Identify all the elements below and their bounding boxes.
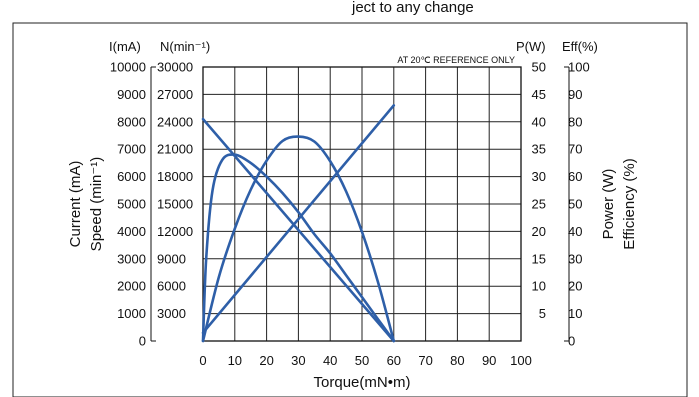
power-curve: [201, 135, 396, 343]
efficiency-tick-label: 30: [568, 251, 582, 266]
efficiency-axis-title: Efficiency (%): [621, 158, 638, 249]
current-tick-label: 9000: [117, 87, 146, 102]
current-axis-header: I(mA): [109, 39, 141, 54]
torque-tick-label: 20: [259, 353, 273, 368]
power-tick-label: 40: [532, 114, 546, 129]
current-tick-label: 4000: [117, 224, 146, 239]
torque-tick-label: 60: [387, 353, 401, 368]
current-curve: [201, 104, 396, 335]
speed-tick-label: 15000: [157, 197, 193, 212]
axis-labels: I(mA) N(min⁻¹) P(W) Eff(%) AT 20℃ REFERENCE …: [67, 39, 638, 391]
power-tick-label: 30: [532, 169, 546, 184]
power-tick-label: 35: [532, 142, 546, 157]
efficiency-tick-label: 50: [568, 197, 582, 212]
power-tick-label: 50: [532, 60, 546, 75]
speed-tick-label: 9000: [157, 251, 186, 266]
current-tick-label: 2000: [117, 279, 146, 294]
torque-tick-label: 100: [510, 353, 532, 368]
torque-tick-label: 30: [291, 353, 305, 368]
efficiency-tick-label: 60: [568, 169, 582, 184]
chart-frame: [12, 22, 688, 397]
power-tick-label: 25: [532, 197, 546, 212]
efficiency-tick-label: 90: [568, 87, 582, 102]
torque-tick-label: 50: [355, 353, 369, 368]
speed-tick-label: 27000: [157, 87, 193, 102]
power-tick-label: 20: [532, 224, 546, 239]
efficiency-tick-label: 0: [568, 334, 575, 349]
speed-axis-header: N(min⁻¹): [160, 39, 210, 54]
efficiency-axis-header: Eff(%): [562, 39, 598, 54]
speed-tick-label: 18000: [157, 169, 193, 184]
cropped-header-text: ject to any change: [351, 0, 474, 16]
efficiency-tick-label: 70: [568, 142, 582, 157]
series-group: [201, 104, 396, 343]
speed-tick-label: 24000: [157, 114, 193, 129]
speed-tick-label: 6000: [157, 279, 186, 294]
speed-curve: [201, 117, 396, 343]
power-tick-label: 45: [532, 87, 546, 102]
plot-area-border: [202, 66, 522, 342]
reference-note: AT 20℃ REFERENCE ONLY: [397, 55, 515, 65]
speed-tick-label: 3000: [157, 306, 186, 321]
grid: [202, 66, 522, 342]
speed-tick-label: 21000: [157, 142, 193, 157]
power-tick-label: 15: [532, 251, 546, 266]
current-tick-label: 10000: [110, 60, 146, 75]
efficiency-tick-label: 80: [568, 114, 582, 129]
efficiency-tick-label: 10: [568, 306, 582, 321]
power-axis-header: P(W): [516, 39, 546, 54]
torque-axis-title: Torque(mN•m): [314, 374, 411, 391]
current-tick-label: 1000: [117, 306, 146, 321]
current-tick-label: 6000: [117, 169, 146, 184]
axes: [150, 66, 570, 342]
current-tick-label: 5000: [117, 197, 146, 212]
efficiency-tick-label: 20: [568, 279, 582, 294]
torque-tick-label: 70: [418, 353, 432, 368]
current-tick-label: 3000: [117, 251, 146, 266]
efficiency-curve: [201, 153, 396, 343]
torque-tick-label: 80: [450, 353, 464, 368]
current-tick-label: 8000: [117, 114, 146, 129]
power-tick-label: 5: [539, 306, 546, 321]
speed-axis-title: Speed (min⁻¹): [88, 157, 105, 252]
power-tick-label: 10: [532, 279, 546, 294]
tick-labels: 0100020003000400050006000700080009000100…: [110, 60, 590, 369]
speed-tick-label: 12000: [157, 224, 193, 239]
power-axis-title: Power (W): [600, 169, 617, 240]
torque-tick-label: 40: [323, 353, 337, 368]
current-tick-label: 7000: [117, 142, 146, 157]
torque-tick-label: 0: [199, 353, 206, 368]
torque-tick-label: 90: [482, 353, 496, 368]
current-tick-label: 0: [139, 334, 146, 349]
efficiency-tick-label: 40: [568, 224, 582, 239]
speed-tick-label: 30000: [157, 60, 193, 75]
torque-tick-label: 10: [228, 353, 242, 368]
efficiency-tick-label: 100: [568, 60, 590, 75]
current-axis-title: Current (mA): [67, 161, 84, 248]
